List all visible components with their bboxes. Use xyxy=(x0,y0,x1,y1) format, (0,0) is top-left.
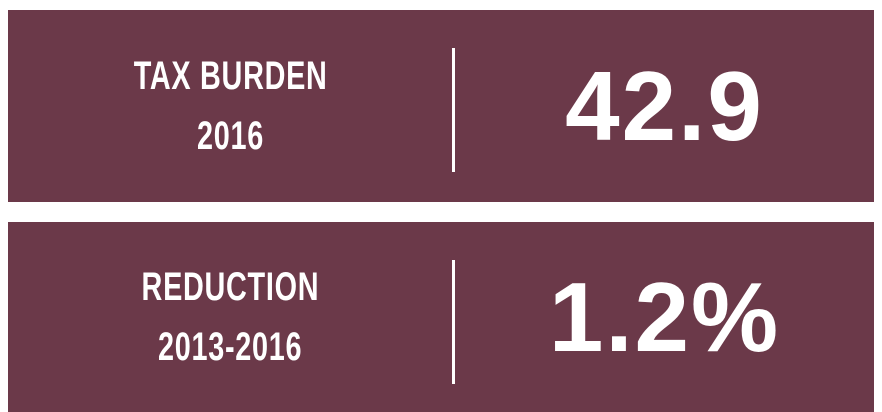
kpi-label-line: 2016 xyxy=(197,114,264,158)
kpi-panel: REDUCTION 2013-2016 1.2% xyxy=(8,222,874,412)
kpi-value: 1.2% xyxy=(548,261,781,372)
kpi-label-line: 2013-2016 xyxy=(158,325,303,369)
kpi-value: 42.9 xyxy=(565,50,764,161)
kpi-label: REDUCTION 2013-2016 xyxy=(8,222,453,412)
kpi-panel: TAX BURDEN 2016 42.9 xyxy=(8,10,874,202)
kpi-label-line: TAX BURDEN xyxy=(133,54,328,98)
divider xyxy=(452,260,455,384)
kpi-label: TAX BURDEN 2016 xyxy=(8,10,453,202)
kpi-label-line: REDUCTION xyxy=(141,265,320,309)
divider xyxy=(452,48,455,172)
